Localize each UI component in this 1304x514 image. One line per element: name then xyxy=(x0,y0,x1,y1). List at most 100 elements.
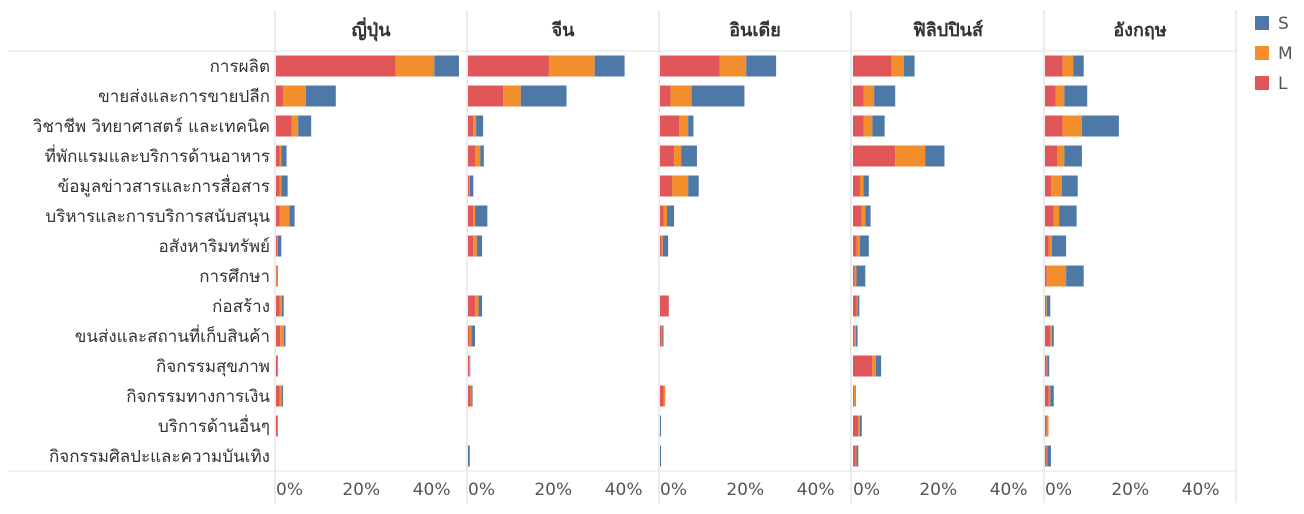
legend-swatch xyxy=(1255,16,1269,30)
x-tick-label: 20% xyxy=(534,480,572,500)
x-tick-label: 40% xyxy=(990,480,1028,500)
bar-segment xyxy=(298,115,312,137)
legend-label: L xyxy=(1278,74,1288,94)
bar-segment xyxy=(1050,325,1053,347)
bar-segment xyxy=(289,205,295,227)
x-tick-label: 0% xyxy=(1045,480,1072,500)
bar-segment xyxy=(473,115,477,137)
bar-segment xyxy=(855,445,857,467)
bar-segment xyxy=(853,115,864,137)
bar-segment xyxy=(1052,325,1054,347)
bar-segment xyxy=(679,115,689,137)
bar-segment xyxy=(1053,205,1060,227)
bar-segment xyxy=(468,205,474,227)
bar-segment xyxy=(276,355,278,377)
bar-segment xyxy=(1045,445,1047,467)
bar-segment xyxy=(663,205,668,227)
bar-segment xyxy=(469,355,471,377)
bar-segment xyxy=(874,85,896,107)
bar-segment xyxy=(281,385,284,407)
bar-segment xyxy=(853,385,855,407)
bar-segment xyxy=(1046,265,1067,287)
bar-segment xyxy=(681,145,697,167)
bar-segment xyxy=(660,175,673,197)
bar-segment xyxy=(1045,325,1051,347)
bar-segment xyxy=(469,175,474,197)
legend-swatch xyxy=(1255,76,1269,90)
bar-segment xyxy=(276,205,280,227)
x-tick-label: 0% xyxy=(853,480,880,500)
bar-segment xyxy=(1062,55,1074,77)
bar-segment xyxy=(865,205,871,227)
x-tick-label: 40% xyxy=(413,480,451,500)
bar-segment xyxy=(853,145,896,167)
bar-segment xyxy=(660,385,664,407)
bar-segment xyxy=(1066,265,1084,287)
bar-segment xyxy=(856,235,861,257)
bar-segment xyxy=(853,175,861,197)
panel-title: ฟิลิปปินส์ xyxy=(913,19,984,41)
bar-segment xyxy=(891,55,905,77)
bar-segment xyxy=(854,385,856,407)
bar-segment xyxy=(395,55,435,77)
bar-segment xyxy=(746,55,777,77)
bar-segment xyxy=(468,295,476,317)
bar-segment xyxy=(904,55,915,77)
bar-segment xyxy=(663,385,666,407)
bar-segment xyxy=(283,325,286,347)
bar-segment xyxy=(853,205,862,227)
category-label: ก่อสร้าง xyxy=(212,297,270,317)
bar-segment xyxy=(471,325,476,347)
bar-segment xyxy=(857,295,860,317)
bar-segment xyxy=(1045,295,1047,317)
bar-segment xyxy=(1045,265,1047,287)
bar-segment xyxy=(688,175,699,197)
bar-segment xyxy=(276,175,280,197)
bar-segment xyxy=(1045,355,1047,377)
category-label: ที่พักแรมและบริการด้านอาหาร xyxy=(45,144,270,167)
bar-segment xyxy=(660,295,669,317)
bar-segment xyxy=(1064,85,1088,107)
bar-segment xyxy=(281,175,288,197)
bar-segment xyxy=(853,325,855,347)
bar-segment xyxy=(277,355,278,377)
bar-segment xyxy=(468,235,474,257)
bar-segment xyxy=(860,175,864,197)
bar-segment xyxy=(1045,205,1054,227)
bar-segment xyxy=(872,355,876,377)
bar-segment xyxy=(1062,115,1082,137)
bar-segment xyxy=(468,385,471,407)
bar-segment xyxy=(468,115,474,137)
bar-segment xyxy=(858,415,861,437)
bar-segment xyxy=(853,355,873,377)
category-label: อสังหาริมทรัพย์ xyxy=(159,237,270,257)
bar-segment xyxy=(854,325,856,347)
bar-segment xyxy=(1046,295,1051,317)
bar-segment xyxy=(1047,445,1051,467)
bar-segment xyxy=(276,265,278,287)
bar-segment xyxy=(853,445,856,467)
bar-segment xyxy=(520,85,567,107)
bar-segment xyxy=(279,175,282,197)
bar-segment xyxy=(475,295,479,317)
bar-segment xyxy=(660,55,720,77)
bar-segment xyxy=(276,265,277,287)
bar-segment xyxy=(473,235,477,257)
bar-segment xyxy=(476,115,484,137)
bar-segment xyxy=(469,325,472,347)
bar-segment xyxy=(276,115,292,137)
bar-segment xyxy=(476,235,483,257)
bar-segment xyxy=(277,415,278,437)
bar-segment xyxy=(861,205,866,227)
bar-segment xyxy=(853,415,859,437)
bar-segment xyxy=(468,145,476,167)
bar-segment xyxy=(1045,385,1049,407)
legend-label: M xyxy=(1278,44,1293,64)
bar-segment xyxy=(503,85,521,107)
bar-segment xyxy=(661,325,663,347)
bar-segment xyxy=(276,415,278,437)
x-tick-label: 0% xyxy=(468,480,495,500)
x-tick-label: 20% xyxy=(342,480,380,500)
category-label: วิชาชีพ วิทยาศาสตร์ และเทคนิค xyxy=(32,117,270,137)
